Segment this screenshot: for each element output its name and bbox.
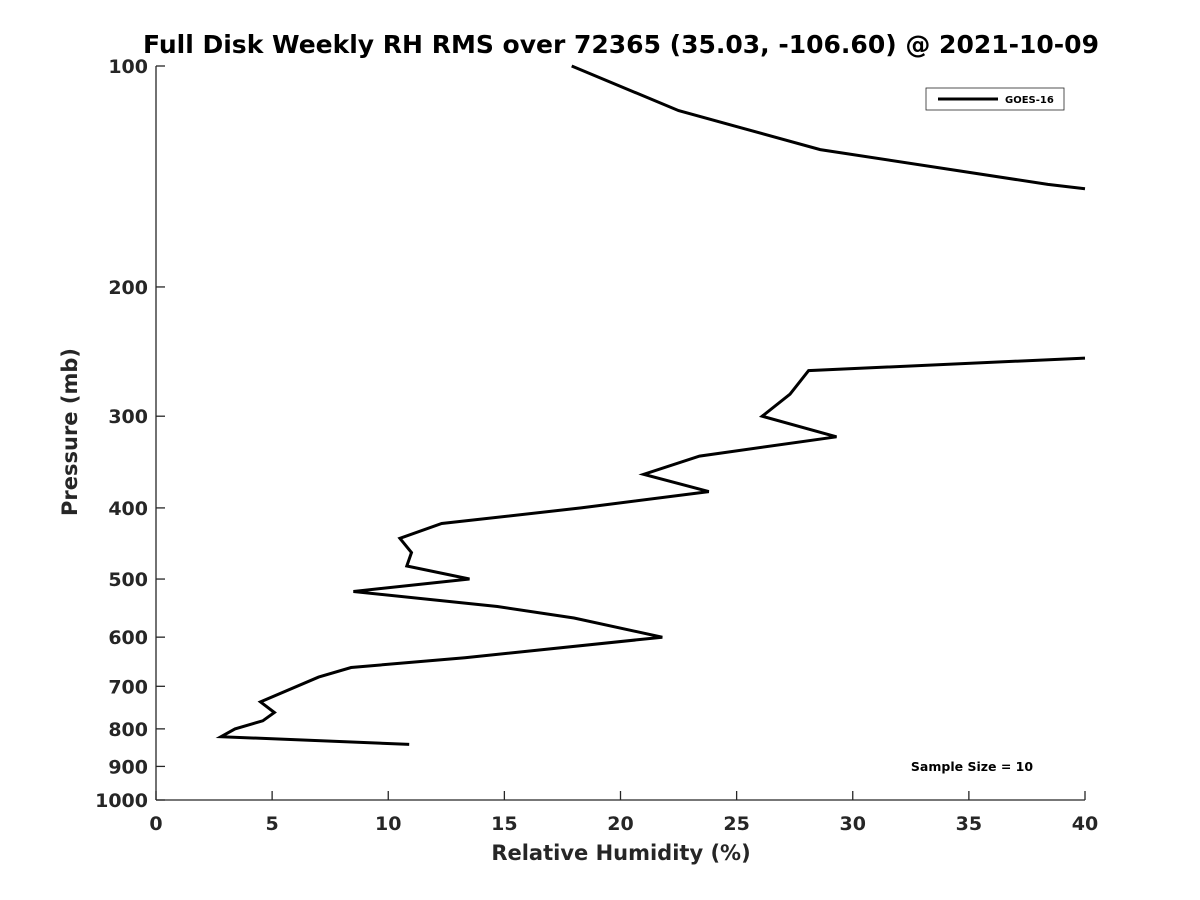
x-ticks: 0 5 10 15 20 25 30 35 40	[149, 791, 1098, 835]
y-tick-label: 1000	[95, 790, 148, 812]
chart-title: Full Disk Weekly RH RMS over 72365 (35.0…	[143, 30, 1099, 59]
series-line-segment-2	[215, 356, 1086, 746]
x-tick-label: 10	[375, 813, 401, 835]
x-axis-label: Relative Humidity (%)	[491, 841, 750, 865]
y-tick-label: 200	[108, 277, 148, 299]
y-tick-label: 100	[108, 56, 148, 78]
y-tick-label: 800	[108, 719, 148, 741]
sample-size-annotation: Sample Size = 10	[911, 759, 1033, 774]
x-tick-label: 20	[607, 813, 633, 835]
y-tick-label: 600	[108, 627, 148, 649]
y-ticks: 100 200 300 400 500 600 700 800 900 1000	[95, 56, 165, 812]
x-tick-label: 40	[1072, 813, 1098, 835]
y-tick-label: 300	[108, 406, 148, 428]
plot-area: 0 5 10 15 20 25 30 35 40 100 200 300 400 500 600 700 80…	[95, 56, 1098, 835]
legend-label-goes-16: GOES-16	[1005, 95, 1054, 106]
x-tick-label: 25	[723, 813, 749, 835]
x-tick-label: 5	[266, 813, 279, 835]
y-tick-label: 500	[108, 569, 148, 591]
x-tick-label: 0	[149, 813, 162, 835]
legend: GOES-16	[925, 87, 1065, 111]
series-line-segment-1	[571, 64, 1086, 191]
y-tick-label: 400	[108, 498, 148, 520]
y-axis-label: Pressure (mb)	[58, 348, 82, 516]
y-tick-label: 900	[108, 756, 148, 778]
x-tick-label: 15	[491, 813, 517, 835]
y-tick-label: 700	[108, 676, 148, 698]
x-tick-label: 30	[840, 813, 866, 835]
series-layer	[215, 64, 1086, 746]
x-tick-label: 35	[956, 813, 982, 835]
